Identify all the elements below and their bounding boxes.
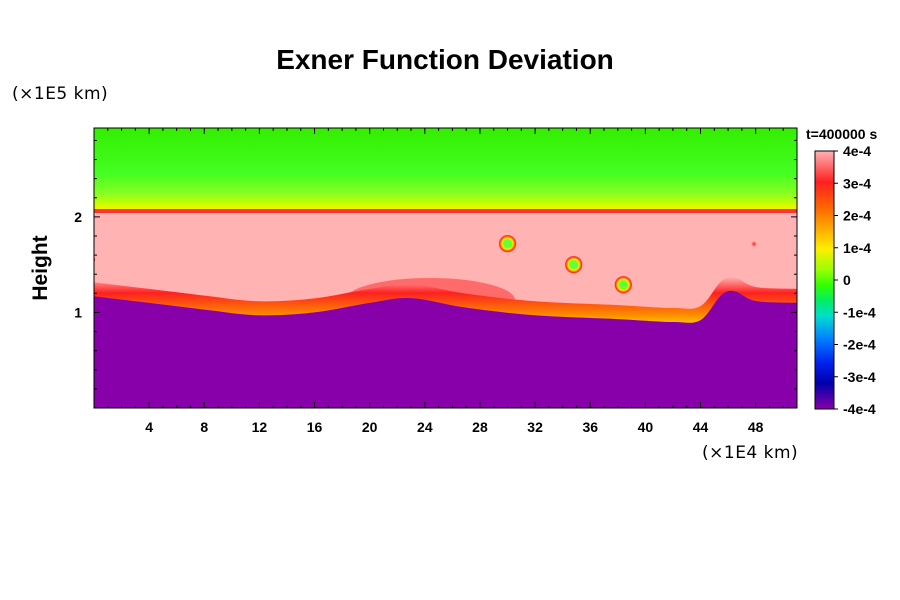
x-tick-label: 40 [638,419,654,435]
time-label: t=400000 s [806,126,878,142]
colorbar [814,150,835,410]
chart-title: Exner Function Deviation [276,44,614,75]
upper-interface-red-line [94,209,797,213]
anomaly-bubble [614,275,633,294]
x-tick-label: 28 [472,419,488,435]
x-tick-label: 24 [417,419,433,435]
x-tick-label: 32 [527,419,543,435]
colorbar-tick-label: 3e-4 [843,175,871,191]
x-tick-label: 4 [145,419,153,435]
x-tick-label: 16 [307,419,323,435]
colorbar-tick-label: -4e-4 [843,401,876,417]
x-axis-scale-label: (×1E4 km) [702,443,799,463]
colorbar-tick-label: 0 [843,272,851,288]
colorbar-tick-label: -1e-4 [843,304,876,320]
small-red-dot [751,241,757,247]
y-axis-scale-label: (×1E5 km) [12,84,109,104]
colorbar-tick-label: -2e-4 [843,337,876,353]
colorbar-tick-label: 4e-4 [843,143,871,159]
y-tick-label: 2 [74,209,82,225]
y-tick-label: 1 [74,304,82,320]
anomaly-bubble [498,234,517,253]
colorbar-tick-label: 2e-4 [843,208,871,224]
anomaly-bubble [564,255,583,274]
x-tick-label: 20 [362,419,378,435]
upper-green-region [94,128,797,210]
lower-purple-region [94,290,797,408]
colorbar-tick-label: -3e-4 [843,369,876,385]
x-tick-label: 44 [693,419,709,435]
x-tick-label: 8 [200,419,208,435]
x-tick-label: 12 [252,419,268,435]
colorbar-tick-label: 1e-4 [843,240,871,256]
heatmap-field [94,128,797,408]
plot-frame [93,127,798,409]
x-tick-label: 36 [582,419,598,435]
x-tick-label: 48 [748,419,764,435]
